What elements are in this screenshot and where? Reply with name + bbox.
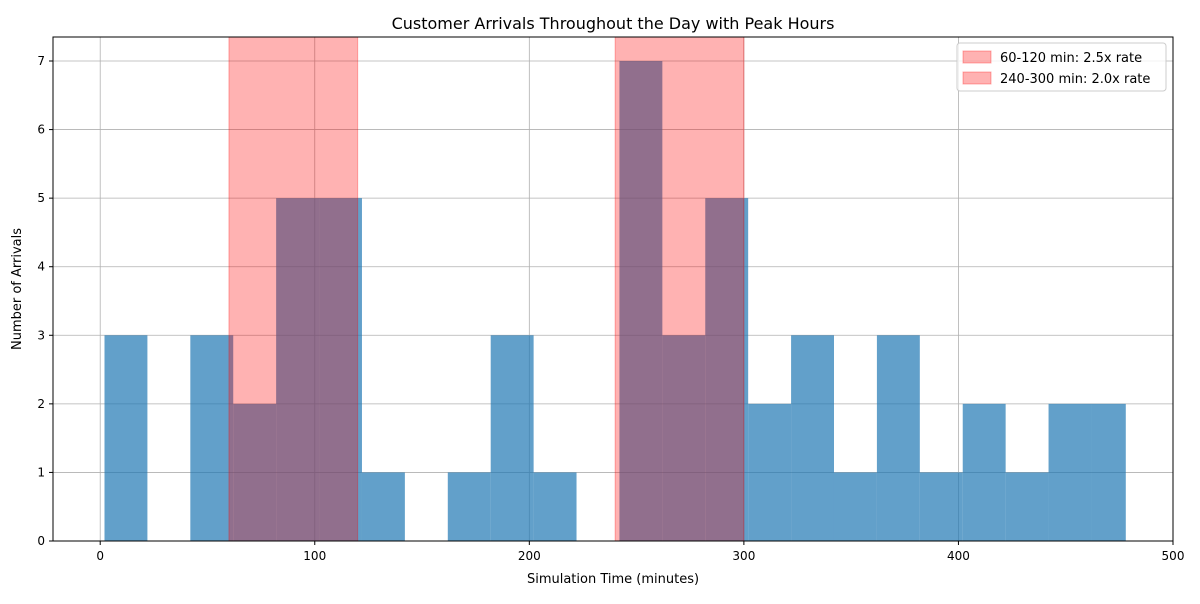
histogram-bar [791, 335, 834, 541]
histogram-bar [919, 472, 963, 541]
histogram-bar [447, 472, 491, 541]
histogram-bar [104, 335, 148, 541]
histogram-bar [233, 403, 277, 541]
legend-swatch [962, 71, 992, 85]
histogram-bar [962, 403, 1006, 541]
legend: 60-120 min: 2.5x rate 240-300 min: 2.0x r… [956, 42, 1167, 92]
histogram-bar [619, 61, 663, 541]
x-tick-label: 300 [732, 549, 755, 563]
legend-box [956, 42, 1167, 92]
x-axis-label: Simulation Time (minutes) [527, 572, 699, 587]
bars-layer [104, 61, 1126, 541]
histogram-bar [662, 335, 706, 541]
histogram-bar [319, 198, 362, 541]
legend-label: 240-300 min: 2.0x rate [1000, 72, 1150, 87]
histogram-bar [490, 335, 534, 541]
legend-label: 60-120 min: 2.5x rate [1000, 51, 1142, 66]
histogram-bar [533, 472, 577, 541]
histogram-bar [748, 403, 792, 541]
y-tick-label: 7 [37, 54, 45, 68]
y-tick-label: 4 [37, 260, 45, 274]
legend-swatch [962, 50, 992, 64]
y-tick-label: 5 [37, 191, 45, 205]
x-tick-label: 100 [303, 549, 326, 563]
histogram-bar [833, 472, 877, 541]
histogram-bar [276, 198, 320, 541]
histogram-bar [1091, 403, 1126, 541]
peak-span [228, 36, 359, 542]
chart-title: Customer Arrivals Throughout the Day wit… [392, 14, 835, 33]
y-tick-label: 6 [37, 123, 45, 137]
y-axis-label: Number of Arrivals [10, 228, 25, 350]
histogram-bar [705, 198, 749, 541]
peak-spans-layer [228, 36, 745, 542]
histogram-bar [876, 335, 920, 541]
y-tick-label: 3 [37, 328, 45, 342]
plot-frame [52, 36, 1174, 542]
peak-span [614, 36, 745, 542]
x-tick-label: 400 [947, 549, 970, 563]
x-tick-label: 500 [1162, 549, 1185, 563]
y-tick-label: 1 [37, 465, 45, 479]
histogram-bar [361, 472, 405, 541]
y-tick-label: 2 [37, 397, 45, 411]
histogram-bar [1005, 472, 1049, 541]
x-tick-label: 0 [96, 549, 104, 563]
x-tick-label: 200 [518, 549, 541, 563]
ticks-layer: 0 100 200 300 400 500 0 1 2 3 4 5 6 7 [37, 54, 1184, 563]
histogram-bar [190, 335, 234, 541]
histogram-bar [1048, 403, 1092, 541]
y-tick-label: 0 [37, 534, 45, 548]
